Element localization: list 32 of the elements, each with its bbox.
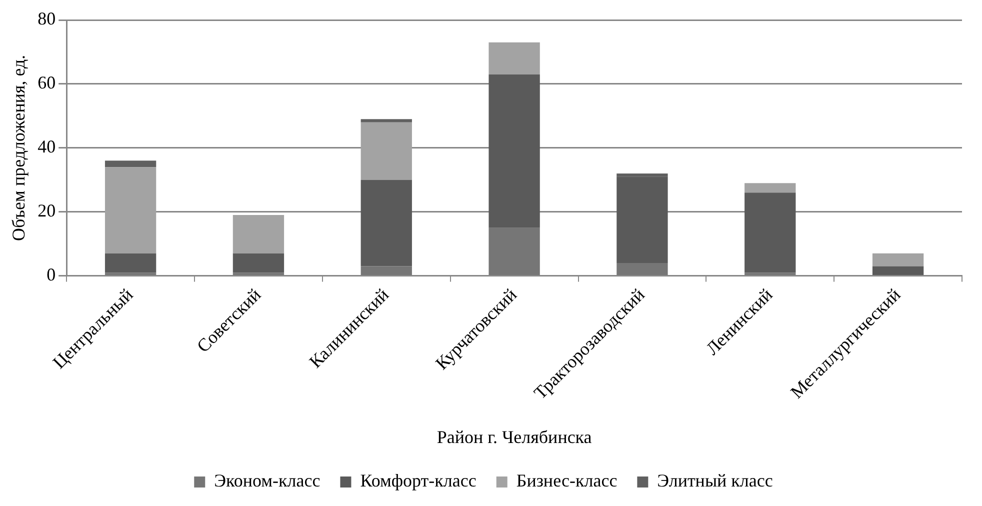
bar xyxy=(360,266,412,276)
bar xyxy=(232,272,284,276)
bar xyxy=(232,215,284,254)
y-tick-label: 40 xyxy=(38,136,56,157)
bar xyxy=(744,192,796,273)
bar xyxy=(232,253,284,273)
bar xyxy=(488,74,540,228)
legend-label: Эконом-класс xyxy=(214,470,320,491)
bar xyxy=(616,176,668,264)
y-axis-title: Объем предложения, ед. xyxy=(8,54,29,241)
bar xyxy=(616,263,668,276)
bar xyxy=(104,160,156,168)
bar xyxy=(872,253,924,266)
x-axis-title: Район г. Челябинска xyxy=(436,426,592,447)
y-tick-label: 20 xyxy=(38,200,56,221)
legend-label: Бизнес-класс xyxy=(516,470,618,491)
bar xyxy=(104,272,156,276)
bar xyxy=(744,272,796,276)
legend-label: Комфорт-класс xyxy=(360,470,476,491)
legend-label: Элитный класс xyxy=(657,470,773,491)
y-tick-label: 0 xyxy=(46,264,56,285)
bar xyxy=(360,122,412,180)
bar xyxy=(744,183,796,193)
bar xyxy=(104,253,156,273)
bar xyxy=(488,228,540,276)
bar xyxy=(360,119,412,122)
bar xyxy=(104,167,156,254)
bar xyxy=(360,180,412,266)
y-tick-label: 60 xyxy=(38,72,56,93)
y-tick-label: 80 xyxy=(38,8,56,29)
bar xyxy=(872,266,924,276)
bar xyxy=(488,42,540,74)
